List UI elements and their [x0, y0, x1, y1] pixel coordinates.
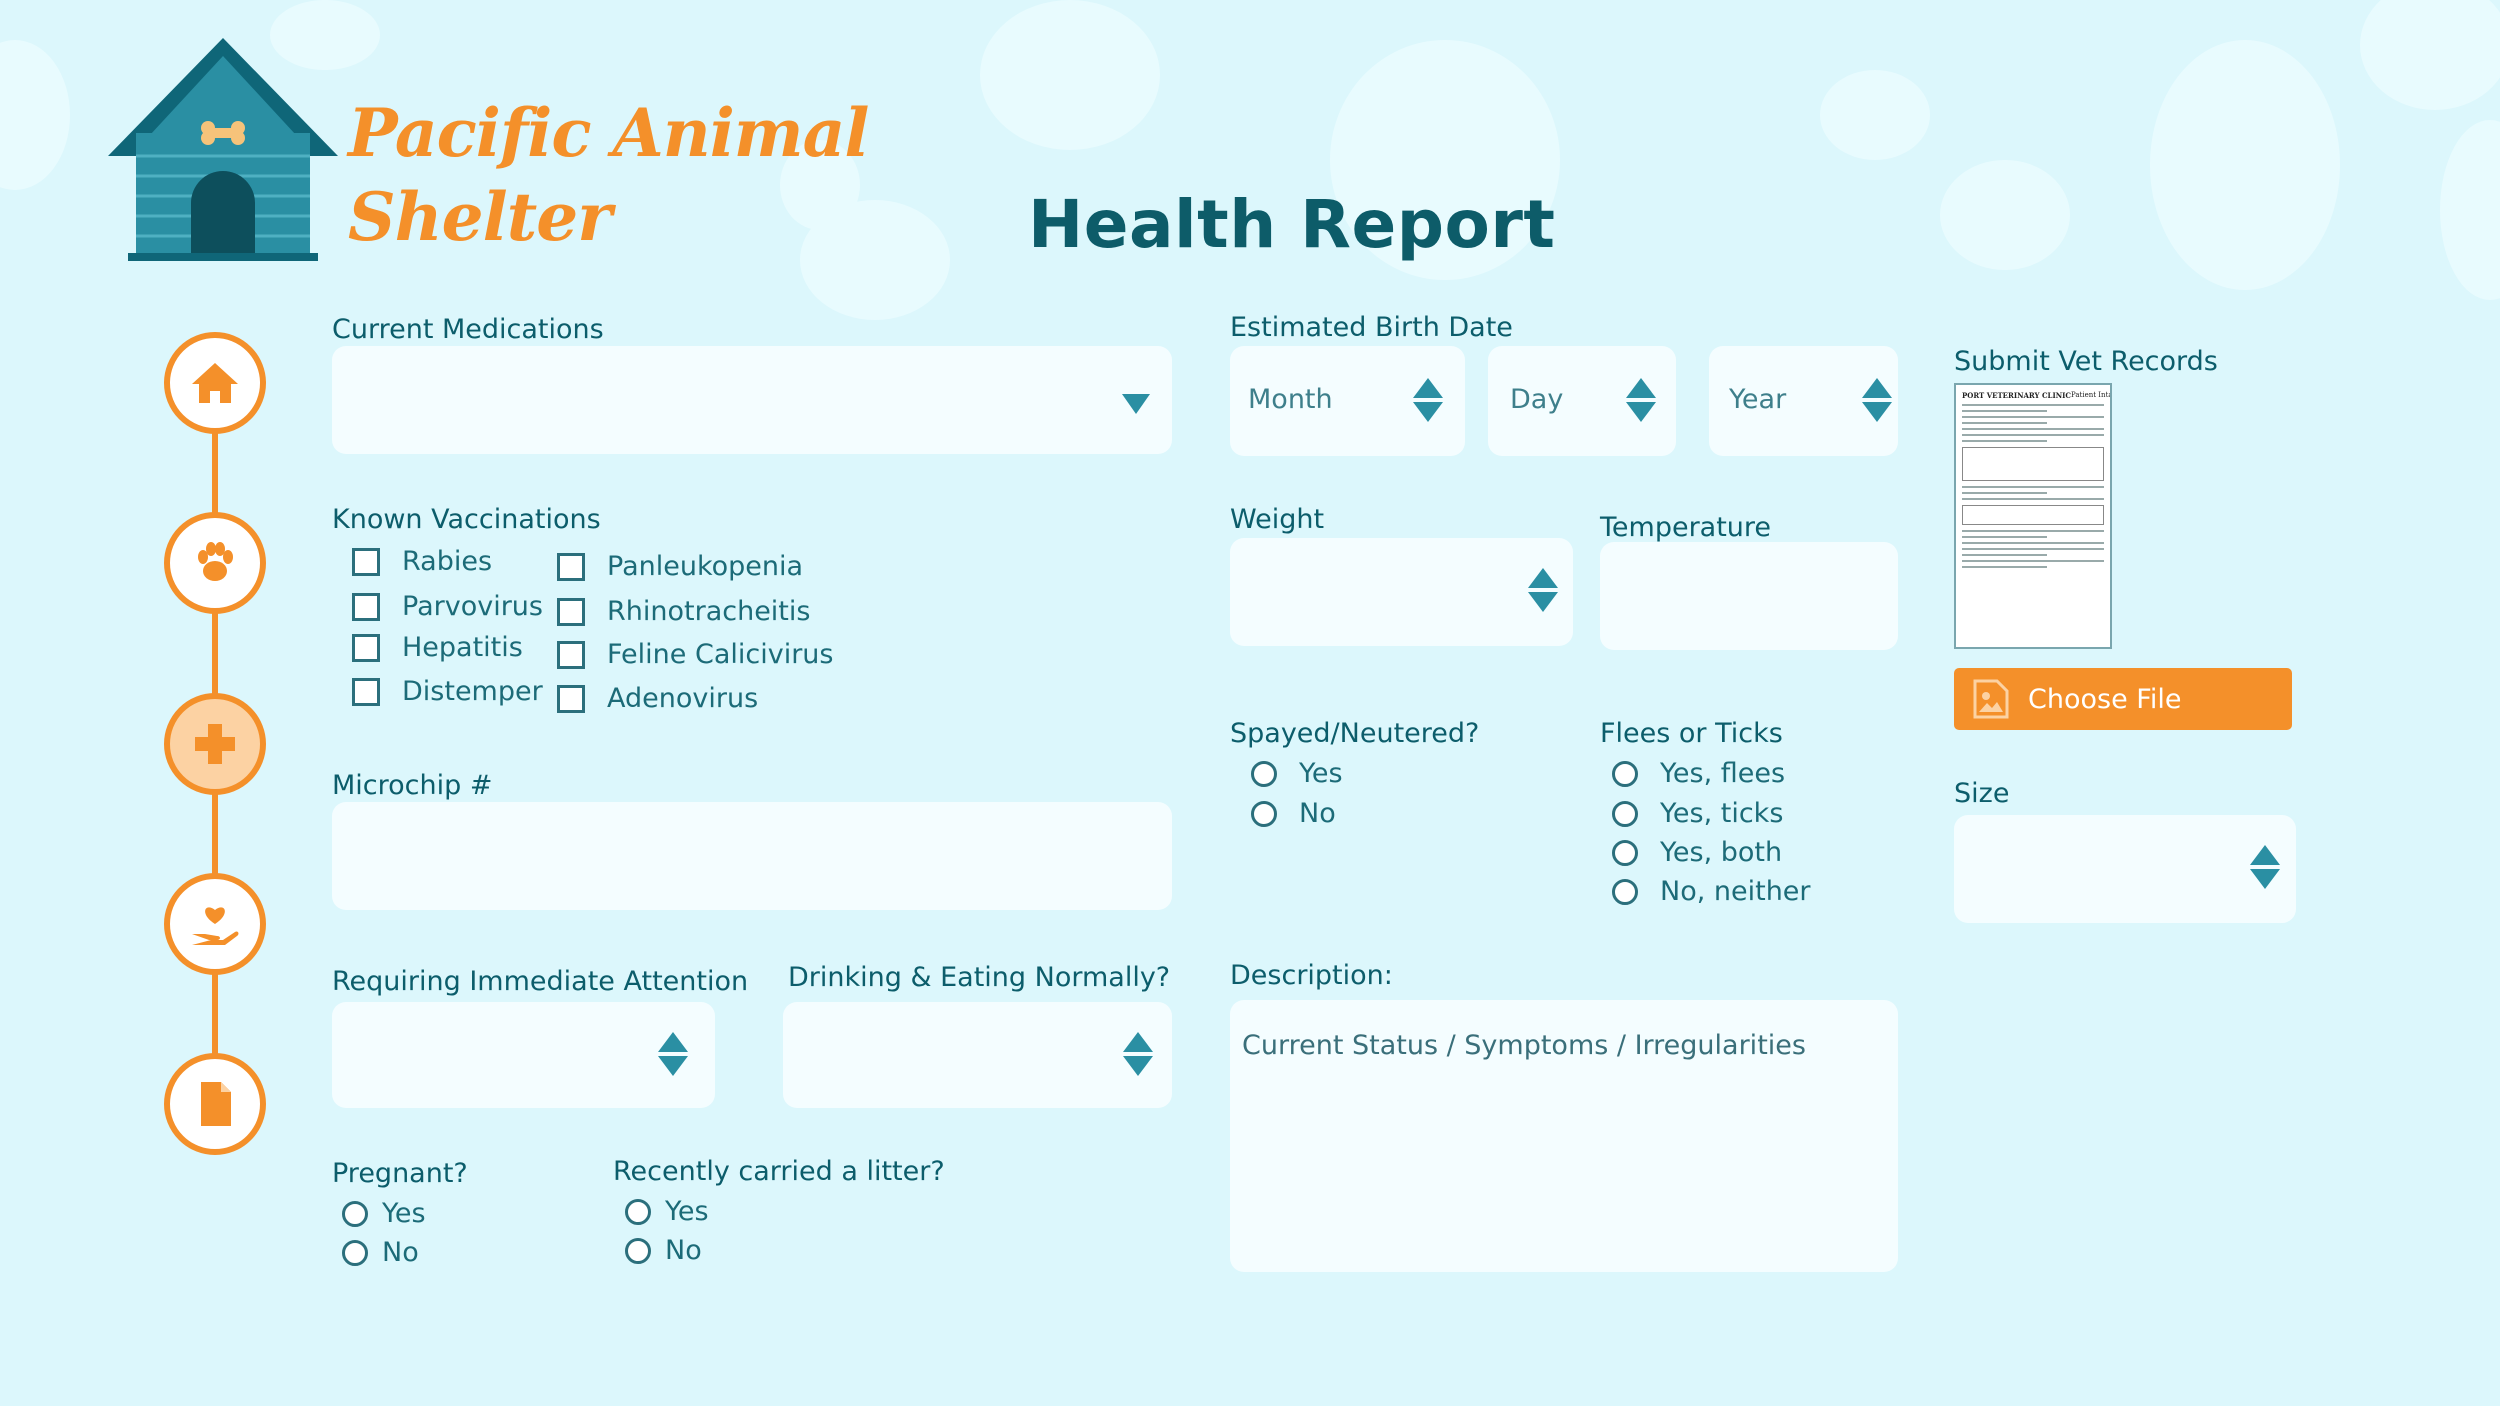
spayed-no[interactable]: No: [1251, 798, 1336, 829]
step-health[interactable]: [164, 693, 266, 795]
vaccine-rabies[interactable]: Rabies: [352, 546, 492, 577]
description-textarea[interactable]: Current Status / Symptoms / Irregulariti…: [1230, 1000, 1898, 1272]
litter-no[interactable]: No: [625, 1235, 702, 1266]
checkbox[interactable]: [352, 547, 380, 576]
image-file-icon: [1973, 679, 2009, 719]
pregnant-label: Pregnant?: [332, 1158, 468, 1189]
step-documents[interactable]: [164, 1053, 266, 1155]
step-animal[interactable]: [164, 512, 266, 614]
litter-yes[interactable]: Yes: [625, 1196, 709, 1227]
checkbox[interactable]: [352, 592, 380, 621]
doghouse-logo: [108, 38, 338, 263]
radio-button[interactable]: [1251, 800, 1277, 827]
radio-button[interactable]: [1612, 839, 1638, 866]
checkbox[interactable]: [557, 684, 585, 713]
vet-records-label: Submit Vet Records: [1954, 346, 2218, 377]
size-label: Size: [1954, 778, 2010, 809]
radio-button[interactable]: [1612, 800, 1638, 827]
description-label: Description:: [1230, 960, 1393, 991]
checkbox[interactable]: [352, 677, 380, 706]
radio-button[interactable]: [1612, 760, 1638, 787]
vaccine-parvovirus[interactable]: Parvovirus: [352, 591, 543, 622]
radio-button[interactable]: [625, 1237, 651, 1264]
checkbox[interactable]: [352, 633, 380, 662]
current-medications-label: Current Medications: [332, 314, 604, 345]
spinner-icon[interactable]: [1413, 378, 1443, 424]
step-care[interactable]: [164, 873, 266, 975]
brand-name: Pacific Animal Shelter: [348, 94, 869, 256]
vaccine-distemper[interactable]: Distemper: [352, 676, 543, 707]
immediate-attention-select[interactable]: [332, 1002, 715, 1108]
vaccine-panleukopenia[interactable]: Panleukopenia: [557, 551, 803, 582]
microchip-input[interactable]: [332, 802, 1172, 910]
spayed-label: Spayed/Neutered?: [1230, 718, 1480, 749]
house-icon: [192, 363, 238, 403]
choose-file-button[interactable]: Choose File: [1954, 668, 2292, 730]
temperature-input[interactable]: [1600, 542, 1898, 650]
vaccine-adenovirus[interactable]: Adenovirus: [557, 683, 758, 714]
temperature-label: Temperature: [1600, 512, 1772, 543]
radio-button[interactable]: [1251, 760, 1277, 787]
fleas-yes-both[interactable]: Yes, both: [1612, 837, 1782, 868]
radio-button[interactable]: [625, 1198, 651, 1225]
spinner-icon[interactable]: [2250, 845, 2280, 891]
spayed-yes[interactable]: Yes: [1251, 758, 1343, 789]
vaccine-hepatitis[interactable]: Hepatitis: [352, 632, 523, 663]
litter-label: Recently carried a litter?: [613, 1156, 945, 1187]
pregnant-yes[interactable]: Yes: [342, 1198, 426, 1229]
document-icon: [201, 1082, 231, 1126]
radio-button[interactable]: [1612, 878, 1638, 905]
page-title: Health Report: [1028, 186, 1556, 263]
birth-month-select[interactable]: Month: [1230, 346, 1465, 456]
step-home[interactable]: [164, 332, 266, 434]
radio-button[interactable]: [342, 1200, 368, 1227]
checkbox[interactable]: [557, 640, 585, 669]
birth-day-select[interactable]: Day: [1488, 346, 1676, 456]
vaccine-feline-calicivirus[interactable]: Feline Calicivirus: [557, 639, 833, 670]
fleas-yes-flees[interactable]: Yes, flees: [1612, 758, 1785, 789]
known-vaccinations-label: Known Vaccinations: [332, 504, 601, 535]
medical-cross-icon: [195, 724, 235, 764]
spinner-icon[interactable]: [1862, 378, 1892, 424]
spinner-icon[interactable]: [1123, 1032, 1153, 1078]
microchip-label: Microchip #: [332, 770, 493, 801]
radio-button[interactable]: [342, 1239, 368, 1266]
immediate-attention-label: Requiring Immediate Attention: [332, 966, 749, 997]
fleas-yes-ticks[interactable]: Yes, ticks: [1612, 798, 1783, 829]
fleas-no-neither[interactable]: No, neither: [1612, 876, 1811, 907]
spinner-icon[interactable]: [1626, 378, 1656, 424]
vet-record-thumbnail: PORT VETERINARY CLINIC Patient Intake Fo…: [1954, 383, 2112, 649]
pregnant-no[interactable]: No: [342, 1237, 419, 1268]
chevron-down-icon: [1122, 394, 1150, 414]
size-select[interactable]: [1954, 815, 2296, 923]
checkbox[interactable]: [557, 597, 585, 626]
drinking-eating-select[interactable]: [783, 1002, 1172, 1108]
spinner-icon[interactable]: [1528, 568, 1558, 614]
spinner-icon[interactable]: [658, 1032, 688, 1078]
birth-year-select[interactable]: Year: [1709, 346, 1898, 456]
paw-icon: [198, 542, 233, 581]
birth-date-label: Estimated Birth Date: [1230, 312, 1513, 343]
current-medications-select[interactable]: [332, 346, 1172, 454]
drinking-eating-label: Drinking & Eating Normally?: [788, 962, 1171, 993]
checkbox[interactable]: [557, 552, 585, 581]
heart-hand-icon: [192, 907, 239, 945]
fleas-ticks-label: Flees or Ticks: [1600, 718, 1783, 749]
weight-label: Weight: [1230, 504, 1325, 535]
weight-input[interactable]: [1230, 538, 1573, 646]
vaccine-rhinotracheitis[interactable]: Rhinotracheitis: [557, 596, 810, 627]
description-placeholder: Current Status / Symptoms / Irregulariti…: [1242, 1030, 1806, 1061]
